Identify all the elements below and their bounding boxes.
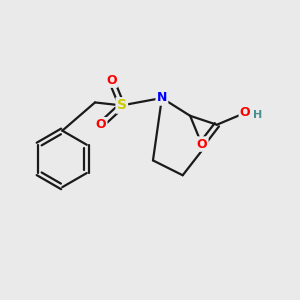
Text: O: O [240, 106, 250, 119]
Text: N: N [157, 92, 167, 104]
Text: O: O [96, 118, 106, 131]
Text: O: O [106, 74, 117, 87]
Text: H: H [253, 110, 262, 120]
Text: S: S [117, 98, 127, 112]
Text: O: O [197, 138, 207, 151]
